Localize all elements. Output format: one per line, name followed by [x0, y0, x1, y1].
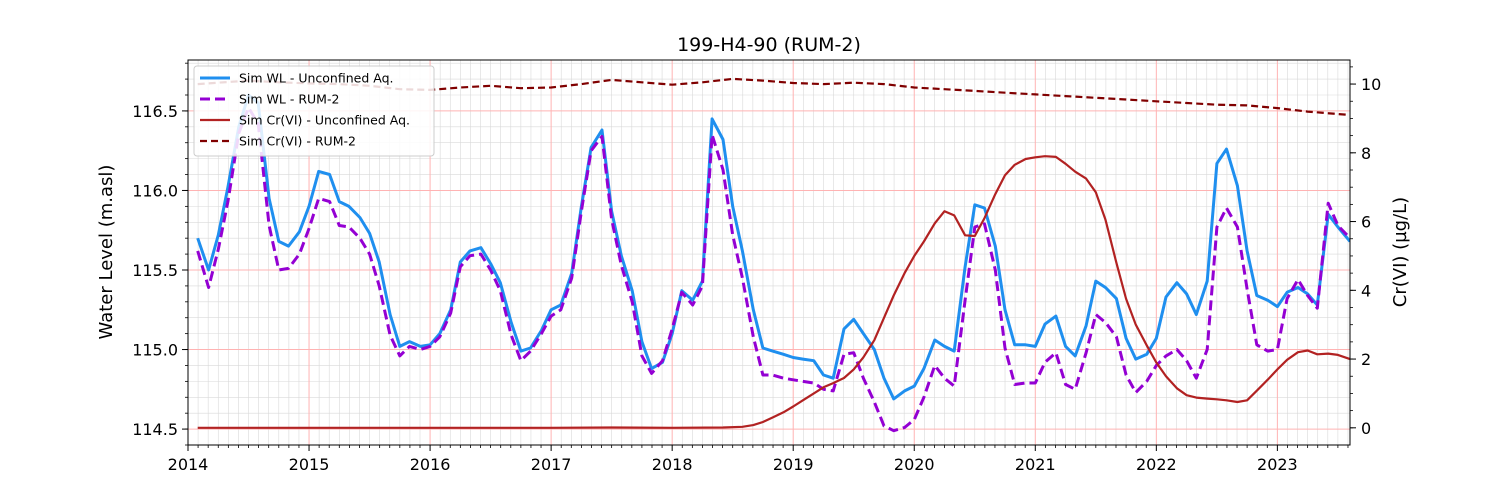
x-tick-label: 2014 [168, 455, 209, 474]
y-tick-label: 116.5 [132, 102, 178, 121]
series-line-2 [196, 106, 1350, 433]
legend-label: Sim WL - RUM-2 [239, 92, 339, 107]
y-tick-label: 116.0 [132, 181, 178, 200]
x-tick-label: 2021 [1015, 455, 1056, 474]
y2-tick-label: 10 [1361, 75, 1381, 94]
y-tick-label: 115.0 [132, 341, 178, 360]
legend-label: Sim Cr(VI) - RUM-2 [239, 134, 356, 149]
y2-tick-label: 4 [1361, 281, 1371, 300]
y2-axis-label: Cr(VI) (µg/L) [1390, 197, 1411, 307]
x-tick-label: 2016 [410, 455, 451, 474]
x-tick-label: 2015 [289, 455, 330, 474]
chart-title: 199-H4-90 (RUM-2) [677, 34, 861, 56]
plot-frame [187, 59, 1351, 446]
y2-tick-label: 6 [1361, 213, 1371, 232]
y-axis-label: Water Level (m.asl) [96, 165, 117, 340]
axis-layer: 2014 2015 2016 2017 2018 2019 2020 2021 2022 2023… [132, 62, 1381, 474]
legend: Sim WL - Unconfined Aq. Sim WL - RUM-2 Sim… [193, 65, 435, 157]
x-tick-label: 2017 [531, 455, 572, 474]
x-tick-label: 2018 [652, 455, 693, 474]
x-tick-label: 2022 [1136, 455, 1177, 474]
y-tick-label: 115.5 [132, 261, 178, 280]
series-line-1 [196, 93, 1350, 401]
legend-label: Sim WL - Unconfined Aq. [239, 71, 394, 86]
series-line-3 [197, 155, 1350, 429]
series-layer [196, 77, 1350, 433]
x-tick-label: 2019 [773, 455, 814, 474]
y2-tick-label: 0 [1361, 419, 1371, 438]
y2-tick-label: 2 [1361, 350, 1371, 369]
y2-tick-label: 8 [1361, 144, 1371, 163]
y-tick-label: 114.5 [132, 420, 178, 439]
x-tick-label: 2020 [894, 455, 935, 474]
legend-label: Sim Cr(VI) - Unconfined Aq. [239, 113, 410, 128]
legend-box [193, 65, 435, 157]
x-tick-label: 2023 [1257, 455, 1298, 474]
